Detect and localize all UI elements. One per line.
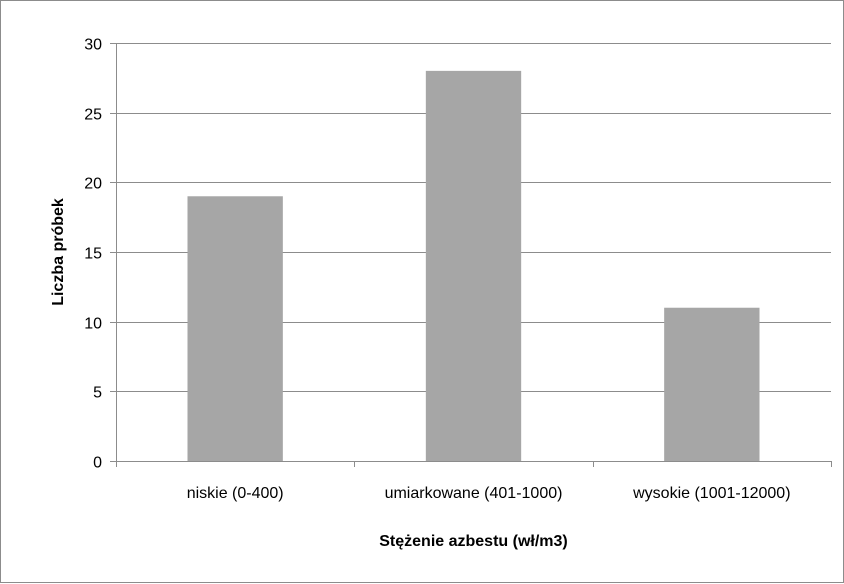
y-tick-label-15: 15 <box>84 246 102 263</box>
x-tick-label-2: umiarkowane (401-1000) <box>385 485 563 502</box>
y-tick-label-25: 25 <box>84 107 102 124</box>
y-tick-label-20: 20 <box>84 176 102 193</box>
x-tick-label-1: niskie (0-400) <box>187 485 284 502</box>
y-tick-label-30: 30 <box>84 37 102 54</box>
axes <box>110 43 832 467</box>
bar-3 <box>664 307 760 461</box>
bars <box>187 70 760 461</box>
tick-labels: 0 5 10 15 20 25 30 niskie (0-400) umiarkowane (4… <box>84 37 790 503</box>
y-tick-label-5: 5 <box>93 385 102 402</box>
x-axis-title: Stężenie azbestu (wł/m3) <box>379 533 568 550</box>
x-tick-label-3: wysokie (1001-12000) <box>632 485 790 502</box>
bar-2 <box>425 70 522 461</box>
bar-1 <box>187 196 283 461</box>
y-tick-label-0: 0 <box>93 455 102 472</box>
y-tick-label-10: 10 <box>84 316 102 333</box>
y-axis-title: Liczba próbek <box>50 198 67 306</box>
